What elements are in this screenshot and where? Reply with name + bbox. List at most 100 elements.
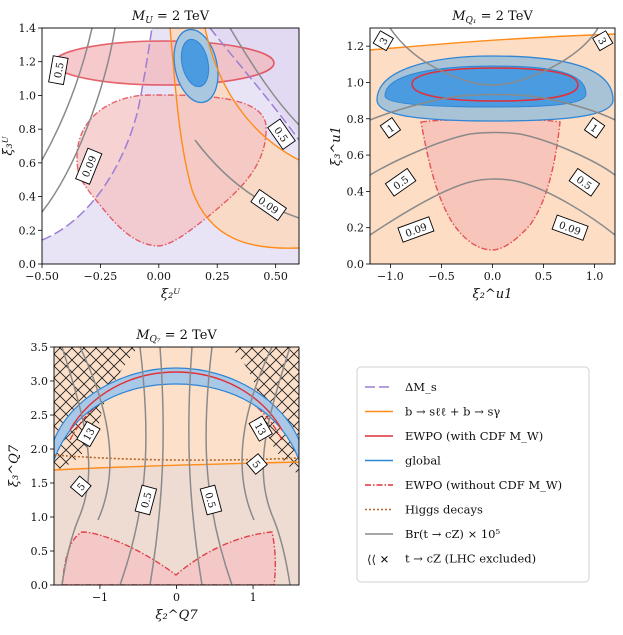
panel-mu: MU = 2 TeVM_U = 2 TeV −0.50 −0.25 0.00 0.25 0… (1, 9, 300, 302)
y-axis-label: ξ₃ᵁ (1, 135, 16, 155)
y-tick-label: 1.0 (19, 89, 37, 102)
legend-label: t → cZ (LHC excluded) (405, 552, 536, 566)
chart-title: MU = 2 TeVM_U = 2 TeV (131, 9, 210, 26)
x-tick-label: 0 (173, 591, 180, 604)
brtcz-contour (205, 347, 233, 585)
x-tick-label: 0.50 (263, 270, 288, 283)
y-tick-label: 2.5 (31, 409, 49, 422)
brtcz-contour (262, 347, 291, 585)
brtcz-contour (389, 28, 599, 86)
delta-ms-line-2 (209, 28, 299, 141)
brtcz-contour (370, 93, 615, 121)
legend-item-delta-ms: ΔM_s (365, 380, 437, 394)
y-tick-label: 0.8 (347, 113, 365, 126)
y-tick-label: 1.2 (347, 40, 365, 53)
x-tick-label: −0.5 (428, 270, 455, 283)
legend-label: global (405, 454, 441, 468)
contour-label: 3 (372, 30, 394, 52)
brtcz-contour (79, 347, 111, 521)
x-tick-label: 0.0 (484, 270, 502, 283)
svg-text:0.5: 0.5 (53, 62, 67, 80)
svg-text:0.5: 0.5 (202, 491, 217, 509)
y-tick-label: 0.4 (19, 191, 37, 204)
y-tick-label: 1.0 (31, 511, 49, 524)
svg-text:5: 5 (76, 481, 89, 493)
panel-mq1: MQ₁ = 2 TeVM_Q1 = 2 TeV −1.0 −0.5 0.0 0.5 1.0… (329, 9, 616, 302)
legend-label: EWPO (without CDF M_W) (405, 478, 562, 492)
hatch-icon: ⟨⟨ ✕ (367, 553, 389, 567)
chart-title: MQ₁ = 2 TeVM_Q1 = 2 TeV (451, 9, 533, 26)
svg-text:3: 3 (595, 36, 608, 47)
legend-label: ΔM_s (405, 380, 437, 394)
y-tick-label: 3.0 (31, 375, 49, 388)
svg-text:1: 1 (588, 123, 600, 136)
contour-label: 13 (248, 415, 273, 442)
x-tick-label: −1.0 (377, 270, 404, 283)
y-tick-label: 1.4 (19, 22, 37, 35)
brtcz-contour (370, 178, 615, 236)
x-tick-label: −0.25 (84, 270, 118, 283)
legend-item-hatch: ⟨⟨ ✕ t → cZ (LHC excluded) (367, 552, 536, 567)
legend-frame (356, 366, 590, 583)
y-axis-label: ξ₃^u1 (329, 126, 344, 166)
contour-label: 0.5 (134, 484, 158, 516)
contour-label: 0.5 (199, 484, 223, 516)
svg-text:1: 1 (386, 123, 398, 136)
legend-item-brtcz: Br(t → cZ) × 10⁵ (365, 527, 501, 541)
x-tick-label: 0.5 (535, 270, 553, 283)
brtcz-contour (241, 347, 273, 521)
bsll-line (54, 461, 299, 471)
y-tick-label: 0.6 (347, 149, 365, 162)
global-inner (180, 38, 210, 88)
contour-label: 1 (379, 117, 402, 139)
x-tick-label: 0.25 (205, 270, 230, 283)
legend-label: EWPO (with CDF M_W) (405, 429, 543, 443)
legend-label: Higgs decays (405, 503, 483, 517)
y-tick-label: 0.2 (19, 224, 37, 237)
brtcz-contour (194, 139, 299, 219)
y-axis-label: ξ₃^Q7 (7, 444, 22, 487)
legend-item-higgs: Higgs decays (365, 503, 483, 517)
chart-title: MQ₇ = 2 TeVM_Q7 = 2 TeV (135, 328, 217, 345)
bsll-line-2 (204, 28, 299, 161)
y-tick-label: 0.8 (19, 123, 37, 136)
x-axis-label: ξ₂^u1 (473, 287, 513, 302)
y-tick-label: 0.0 (31, 579, 49, 592)
y-tick-label: 0.2 (347, 222, 365, 235)
contour-label: 1 (583, 117, 606, 139)
legend-label: Br(t → cZ) × 10⁵ (405, 527, 501, 541)
ewpo-nocdf-region (420, 118, 561, 251)
brtcz-contour (61, 347, 90, 585)
legend-item-global: global (365, 454, 441, 468)
contour-label: 13 (76, 420, 101, 448)
contour-label: 0.09 (551, 214, 589, 241)
legend: ΔM_sb → sℓℓ + b → sγ EWPO (with CDF M_W)g… (356, 366, 590, 583)
x-tick-label: 1.0 (586, 270, 604, 283)
contour-label: 5 (245, 453, 268, 475)
x-tick-label: 0.00 (147, 270, 172, 283)
bsll-line (370, 33, 615, 51)
contour-label: 3 (592, 30, 614, 52)
panel-mq7: MQ₇ = 2 TeVM_Q7 = 2 TeV −1 0 1 0.0 0.5 1.0 1.5 2… (7, 328, 300, 623)
svg-text:0.5: 0.5 (140, 491, 155, 509)
svg-text:3: 3 (378, 36, 391, 47)
brtcz-contour (149, 347, 164, 585)
y-tick-label: 3.5 (31, 341, 49, 354)
ewpo-cdf-region (411, 67, 579, 102)
ewpo-cdf-band (69, 371, 283, 431)
legend-item-bsll: b → sℓℓ + b → sγ (365, 405, 500, 419)
brtcz-contour (119, 347, 147, 585)
delta-ms-line (42, 28, 153, 241)
brtcz-contour (42, 28, 93, 161)
y-tick-label: 1.2 (19, 56, 37, 69)
y-tick-label: 2.0 (31, 443, 49, 456)
contour-label: 0.09 (397, 216, 435, 243)
brtcz-contour (370, 131, 615, 176)
contour-label: 5 (69, 475, 92, 498)
ewpo-nocdf-region (61, 531, 277, 585)
y-tick-label: 1.5 (31, 477, 49, 490)
y-tick-label: 1.0 (347, 76, 365, 89)
svg-text:5: 5 (249, 459, 262, 471)
y-tick-label: 0.0 (347, 258, 365, 271)
